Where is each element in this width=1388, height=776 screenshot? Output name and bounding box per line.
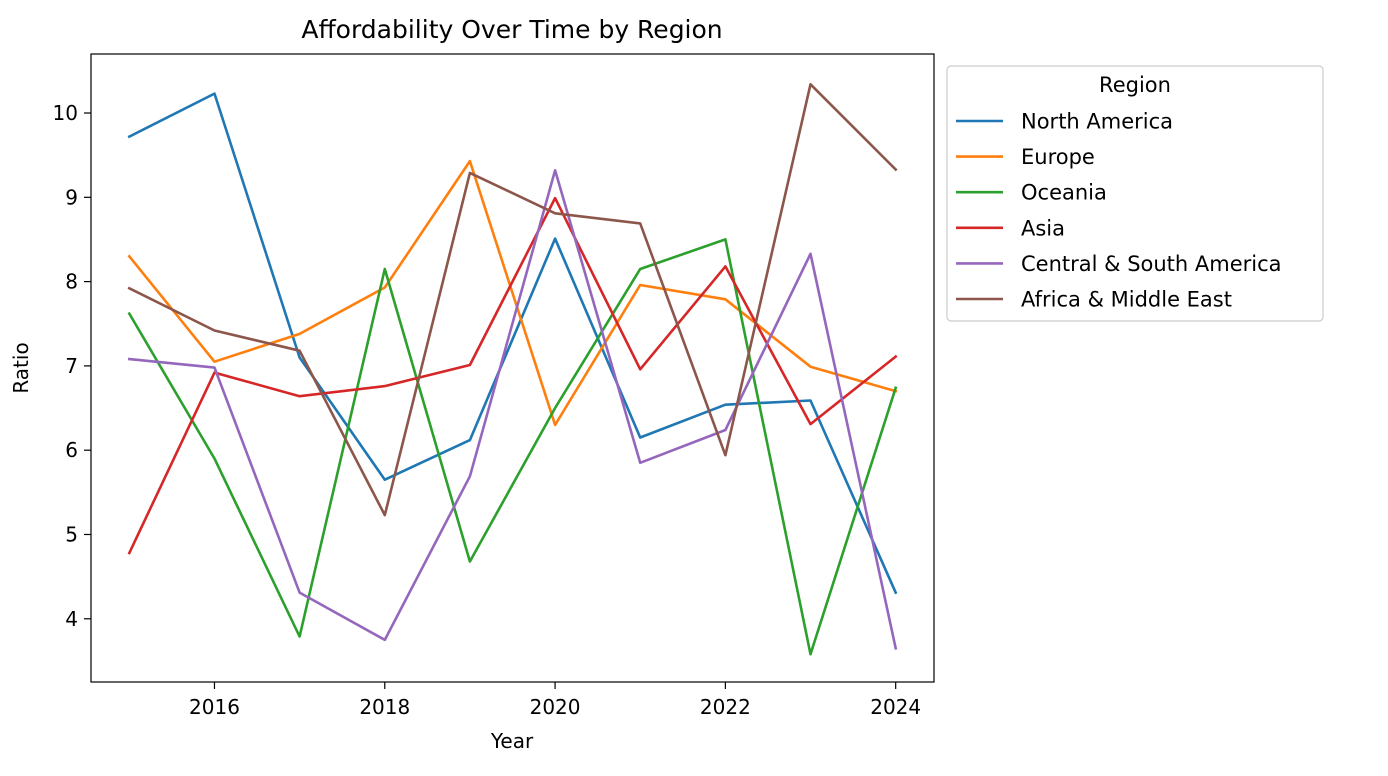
legend: Region North America Europe Oceania Asia Cen… [946,65,1324,322]
legend-box [946,65,1324,322]
series-line-2 [127,238,898,656]
series-line-0 [127,92,898,595]
series-line-4 [127,169,898,650]
y-tick-label: 5 [65,522,78,546]
series-line-5 [127,83,898,517]
y-tick-label: 8 [65,270,78,294]
series-line-1 [127,159,898,427]
plot-frame [90,53,935,683]
x-tick-label: 2022 [700,695,751,719]
x-tick-label: 2024 [870,695,921,719]
x-tick-label: 2016 [189,695,240,719]
legend-label-0: North America [1021,110,1173,134]
legend-label-3: Asia [1021,216,1065,240]
y-tick-label: 4 [65,607,78,631]
y-tick-label: 7 [65,354,78,378]
x-axis-label: Year [490,729,534,753]
series-line-3 [127,196,898,555]
legend-label-4: Central & South America [1021,252,1282,276]
legend-title: Region [1099,73,1171,97]
plot-area [127,83,898,656]
chart-title: Affordability Over Time by Region [301,15,722,44]
legend-label-2: Oceania [1021,181,1107,205]
y-tick-label: 6 [65,438,78,462]
y-tick-label: 9 [65,185,78,209]
y-axis-label: Ratio [9,342,33,393]
x-tick-label: 2020 [530,695,581,719]
y-axis: 4 5 6 7 8 9 10 [53,101,91,631]
legend-label-5: Africa & Middle East [1021,288,1232,312]
legend-items: North America Europe Oceania Asia Central & … [956,110,1282,312]
y-tick-label: 10 [53,101,78,125]
x-axis: 2016 2018 2020 2022 2024 [189,682,921,719]
x-tick-label: 2018 [359,695,410,719]
legend-label-1: Europe [1021,145,1095,169]
